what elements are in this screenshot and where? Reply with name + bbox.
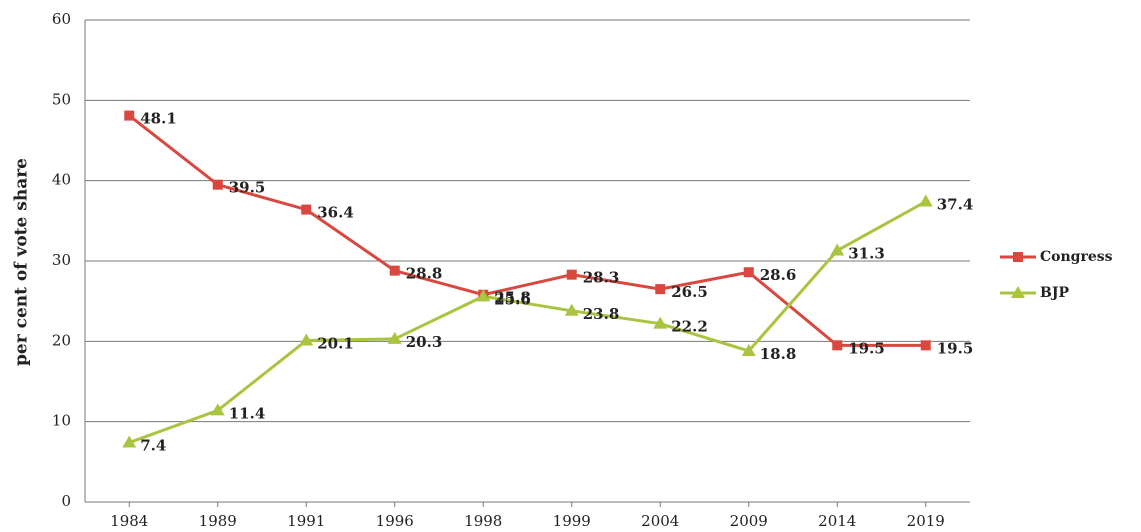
data-label: 20.3: [406, 333, 443, 351]
y-tick-label: 10: [52, 412, 71, 430]
x-tick-label: 1998: [464, 512, 502, 530]
x-tick-label: 2019: [907, 512, 945, 530]
legend-marker: [1011, 286, 1025, 298]
x-tick-label: 1989: [199, 512, 237, 530]
y-tick-label: 40: [52, 171, 71, 189]
data-label: 11.4: [229, 404, 266, 422]
y-axis-title: per cent of vote share: [12, 158, 32, 366]
data-label: 28.3: [583, 269, 620, 287]
y-tick-label: 60: [52, 10, 71, 28]
data-point: [743, 267, 754, 278]
data-label: 18.8: [760, 345, 797, 363]
data-point: [389, 265, 400, 276]
x-tick-label: 2009: [730, 512, 768, 530]
x-tick-label: 1984: [110, 512, 148, 530]
data-label: 31.3: [848, 245, 885, 263]
data-label: 26.5: [671, 283, 708, 301]
data-label: 19.5: [937, 339, 974, 357]
data-point: [210, 403, 225, 416]
data-label: 20.1: [317, 335, 354, 353]
y-tick-label: 50: [52, 90, 71, 108]
data-point: [655, 284, 666, 295]
data-point: [124, 110, 135, 121]
data-point: [653, 316, 668, 329]
y-tick-label: 20: [52, 331, 71, 349]
data-label: 25.6: [494, 290, 531, 308]
data-point: [387, 331, 402, 344]
data-point: [832, 340, 843, 351]
data-point: [122, 435, 137, 448]
data-point: [476, 289, 491, 302]
data-label: 23.8: [583, 305, 620, 323]
y-tick-label: 30: [52, 251, 71, 269]
data-point: [299, 333, 314, 346]
data-label: 36.4: [317, 204, 354, 222]
data-label: 7.4: [140, 437, 166, 455]
x-tick-label: 1991: [287, 512, 325, 530]
data-point: [212, 179, 223, 190]
data-label: 28.6: [760, 266, 797, 284]
data-point: [564, 303, 579, 316]
data-label: 22.2: [671, 318, 708, 336]
data-label: 28.8: [406, 265, 443, 283]
data-label: 25.8: [494, 289, 531, 307]
data-point: [301, 204, 312, 215]
x-tick-label: 1999: [553, 512, 591, 530]
legend-marker: [1013, 252, 1023, 262]
series-line: [128, 114, 926, 347]
data-point: [830, 243, 845, 256]
data-label: 19.5: [848, 339, 885, 357]
legend-label: BJP: [1040, 285, 1069, 301]
data-point: [741, 343, 756, 356]
x-tick-label: 1996: [376, 512, 414, 530]
data-label: 39.5: [229, 179, 266, 197]
data-point: [566, 269, 577, 280]
y-tick-label: 0: [61, 492, 71, 510]
x-tick-label: 2004: [641, 512, 679, 530]
data-label: 37.4: [937, 196, 974, 214]
x-tick-label: 2014: [818, 512, 856, 530]
data-point: [920, 340, 931, 351]
data-label: 48.1: [140, 110, 177, 128]
legend-label: Congress: [1040, 249, 1113, 265]
series-line: [128, 200, 927, 444]
data-point: [918, 194, 933, 207]
